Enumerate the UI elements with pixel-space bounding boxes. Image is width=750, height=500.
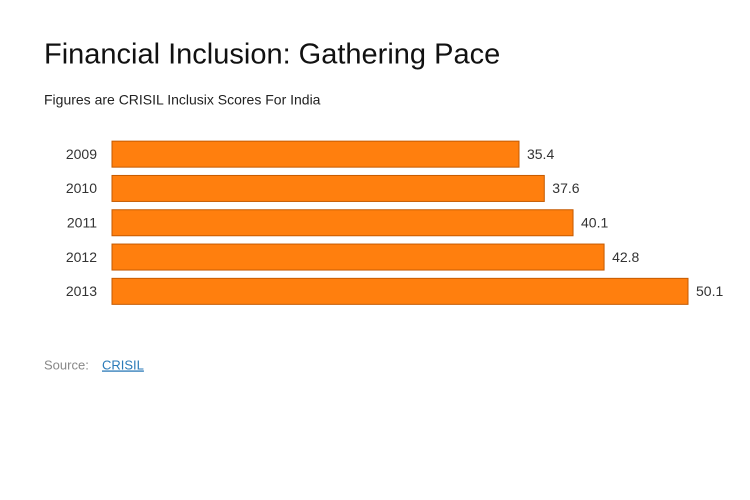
y-tick-label: 2011 bbox=[67, 214, 97, 230]
source-label: Source: bbox=[44, 357, 89, 372]
chart-title: Financial Inclusion: Gathering Pace bbox=[44, 39, 500, 71]
y-tick-label: 2013 bbox=[66, 283, 97, 299]
bar bbox=[111, 243, 605, 271]
y-tick-label: 2010 bbox=[66, 180, 97, 196]
bar bbox=[111, 174, 545, 202]
value-label: 42.8 bbox=[612, 249, 639, 265]
value-label: 37.6 bbox=[552, 180, 579, 196]
bar bbox=[111, 140, 520, 168]
value-label: 40.1 bbox=[581, 214, 608, 230]
source-link[interactable]: CRISIL bbox=[102, 357, 144, 372]
bar bbox=[111, 277, 689, 305]
value-label: 50.1 bbox=[696, 283, 723, 299]
bar bbox=[111, 209, 574, 237]
chart-subtitle: Figures are CRISIL Inclusix Scores For I… bbox=[44, 92, 321, 108]
y-tick-label: 2012 bbox=[66, 249, 97, 265]
y-tick-label: 2009 bbox=[66, 146, 97, 162]
value-label: 35.4 bbox=[527, 146, 554, 162]
